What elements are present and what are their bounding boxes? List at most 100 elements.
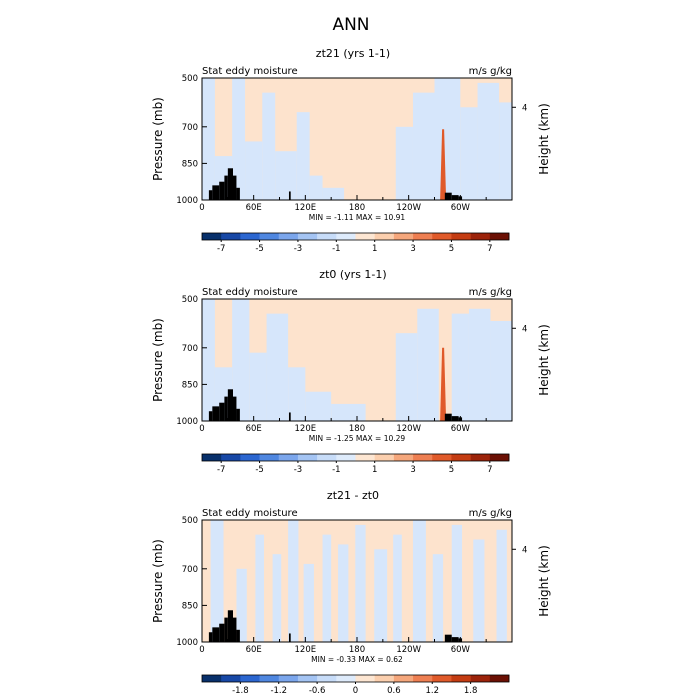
- x-tick-label: 60E: [246, 203, 262, 213]
- field-zone-1: [202, 78, 215, 200]
- y-tick-label: 700: [182, 565, 198, 575]
- y-tick-label: 500: [182, 295, 198, 305]
- x-tick-label: 120E: [295, 424, 317, 434]
- colorbar-label: -7: [217, 244, 225, 254]
- land-mask-5: [227, 610, 233, 642]
- panel-stats: MIN = -1.11 MAX = 10.91: [309, 213, 406, 222]
- field-zone-7: [305, 391, 332, 421]
- height-tick-label: 4: [522, 324, 527, 334]
- field-zone-14: [477, 82, 500, 200]
- field-zone-6: [275, 151, 297, 200]
- colorbar-label: 1: [372, 244, 377, 254]
- x-tick-label: 60W: [451, 203, 471, 213]
- colorbar-swatch: [259, 233, 280, 240]
- colorbar-swatch: [355, 675, 375, 682]
- colorbar-swatch: [374, 675, 395, 682]
- y-tick-label: 500: [182, 74, 198, 84]
- land-mask-1: [208, 190, 213, 200]
- field-zone-9: [322, 187, 345, 200]
- colorbar-label: 1.8: [464, 686, 478, 696]
- colorbar-label: -1: [332, 244, 340, 254]
- x-tick-label: 120E: [295, 203, 317, 213]
- colorbar-label: 7: [487, 244, 492, 254]
- colorbar-swatch: [202, 454, 222, 461]
- colorbar-swatch: [317, 675, 337, 682]
- colorbar-swatch: [451, 233, 471, 240]
- land-mask-1: [208, 411, 213, 421]
- colorbar-swatch: [202, 233, 222, 240]
- field-zone-9: [395, 333, 418, 421]
- land-mask-10: [451, 195, 459, 200]
- panel-stats: MIN = -0.33 MAX = 0.62: [311, 655, 403, 664]
- colorbar-label: 1.2: [425, 686, 439, 696]
- field-zone-8: [309, 175, 323, 200]
- field-zone-12: [412, 520, 426, 642]
- colorbar-label: 3: [410, 244, 415, 254]
- field-zone-4: [249, 352, 267, 421]
- land-mask-6: [233, 396, 237, 421]
- land-mask-8: [288, 191, 291, 200]
- panel-left-label: Stat eddy moisture: [202, 287, 298, 298]
- field-zone-8: [338, 544, 349, 642]
- colorbar-swatch: [317, 454, 337, 461]
- field-zone-12: [468, 308, 491, 421]
- y-tick-label: 500: [182, 516, 198, 526]
- land-mask-10: [451, 416, 459, 421]
- colorbar-swatch: [432, 675, 452, 682]
- y-tick-label: 850: [182, 380, 198, 390]
- land-mask-2: [212, 185, 220, 200]
- y-tick-label: 850: [182, 601, 198, 611]
- colorbar-label: -3: [294, 244, 302, 254]
- land-mask-7: [236, 187, 240, 200]
- colorbar-label: -7: [217, 465, 225, 475]
- colorbar-swatch: [432, 233, 452, 240]
- colorbar-swatch: [297, 675, 318, 682]
- panel-title: zt21 (yrs 1-1): [316, 47, 390, 60]
- field-zone-3: [255, 534, 264, 642]
- field-zone-1: [210, 520, 224, 642]
- land-mask-9: [444, 413, 452, 421]
- x-tick-label: 120E: [295, 645, 317, 655]
- x-tick-label: 120W: [396, 203, 421, 213]
- colorbar-frame: [201, 453, 510, 462]
- field-zone-5: [266, 313, 289, 421]
- y-tick-label: 1000: [176, 196, 198, 206]
- land-mask-1: [208, 632, 213, 642]
- panel-title: zt0 (yrs 1-1): [319, 268, 386, 281]
- panel-right-label: m/s g/kg: [469, 508, 512, 519]
- colorbar-swatch: [297, 233, 318, 240]
- y-axis-label: Pressure (mb): [151, 97, 165, 181]
- colorbar-swatch: [278, 233, 299, 240]
- land-mask-4: [224, 175, 228, 200]
- field-zone-13: [460, 107, 478, 200]
- colorbar-swatch: [393, 454, 414, 461]
- y-axis-label-right: Height (km): [537, 103, 551, 174]
- land-mask-9: [444, 192, 452, 200]
- field-zone-5: [262, 92, 276, 200]
- field-zone-6: [303, 563, 314, 642]
- colorbar-swatch: [489, 233, 510, 240]
- colorbar-label: 3: [410, 465, 415, 475]
- field-zone-11: [393, 534, 402, 642]
- colorbar-label: -1.2: [270, 686, 287, 696]
- field-zone-15: [473, 539, 485, 642]
- field-zone-7: [296, 112, 310, 200]
- colorbar-swatch: [221, 454, 241, 461]
- panel-title: zt21 - zt0: [327, 489, 379, 502]
- colorbar-swatch: [470, 233, 491, 240]
- y-axis-label-right: Height (km): [537, 324, 551, 395]
- field-zone-7: [322, 534, 332, 642]
- land-mask-9: [444, 634, 452, 642]
- colorbar-label: -1.8: [232, 686, 249, 696]
- field-zone-4: [272, 554, 282, 642]
- land-mask-6: [233, 617, 237, 642]
- land-mask-6: [233, 175, 237, 200]
- field-zone-3: [232, 299, 250, 421]
- colorbar-swatch: [374, 233, 395, 240]
- field-zone-15: [499, 102, 512, 200]
- field-zone-16: [496, 529, 507, 642]
- x-tick-label: 180: [349, 203, 365, 213]
- colorbar-swatch: [470, 454, 491, 461]
- land-mask-2: [212, 627, 220, 642]
- colorbar-swatch: [202, 675, 222, 682]
